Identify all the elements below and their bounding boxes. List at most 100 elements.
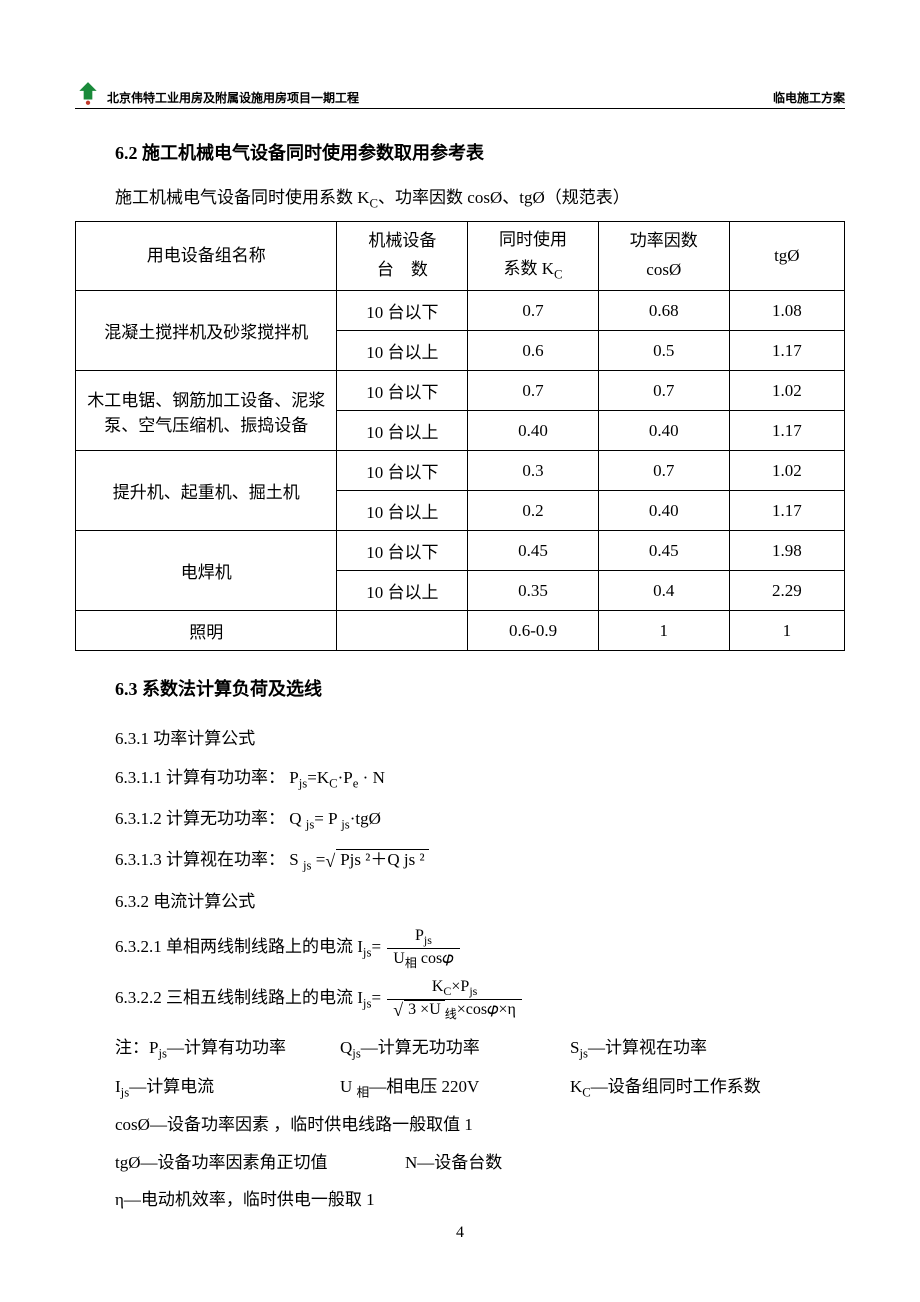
table-row: 木工电锯、钢筋加工设备、泥浆泵、空气压缩机、振捣设备 10 台以下 0.7 0.… xyxy=(76,371,845,411)
t: —计算有功功率 xyxy=(167,1038,286,1057)
t: Q xyxy=(340,1038,352,1057)
note-row: tgØ—设备功率因素角正切值 N—设备台数 xyxy=(115,1144,845,1181)
cell: 0.7 xyxy=(598,371,729,411)
t: tgØ—设备功率因素角正切值 xyxy=(115,1144,405,1181)
cell: 1 xyxy=(598,611,729,651)
cell-name: 提升机、起重机、掘土机 xyxy=(76,451,337,531)
note-row: 注：Pjs—计算有功功率 Qjs—计算无功功率 Sjs—计算视在功率 xyxy=(115,1029,845,1067)
caption-text-b: 、功率因数 cosØ、tgØ（规范表） xyxy=(378,188,630,207)
cell: 10 台以上 xyxy=(337,411,468,451)
t: —计算视在功率 xyxy=(588,1038,707,1057)
cell: 0.40 xyxy=(468,411,599,451)
cell: 0.5 xyxy=(598,331,729,371)
cell: 0.35 xyxy=(468,571,599,611)
cell: 0.7 xyxy=(468,291,599,331)
t: = P xyxy=(314,809,341,828)
t: 6.3.1.2 计算无功功率： Q xyxy=(115,809,306,828)
cell-name: 木工电锯、钢筋加工设备、泥浆泵、空气压缩机、振捣设备 xyxy=(76,371,337,451)
caption-text-a: 施工机械电气设备同时使用系数 K xyxy=(115,188,370,207)
t: 注：P xyxy=(115,1038,158,1057)
t: —相电压 220V xyxy=(369,1077,479,1096)
notes-block: 注：Pjs—计算有功功率 Qjs—计算无功功率 Sjs—计算视在功率 Ijs—计… xyxy=(115,1029,845,1218)
line-6-3-1: 6.3.1 功率计算公式 xyxy=(115,719,845,758)
t: cos𝜑 xyxy=(417,950,454,967)
cell-name-l2: 泵、空气压缩机、振捣设备 xyxy=(104,416,308,435)
note-row: η—电动机效率，临时供电一般取 1 xyxy=(115,1181,845,1218)
t: js xyxy=(352,1047,361,1061)
page-number: 4 xyxy=(0,1224,920,1242)
cell: 10 台以下 xyxy=(337,291,468,331)
t: N—设备台数 xyxy=(405,1144,502,1181)
cell: 0.6-0.9 xyxy=(468,611,599,651)
cell-name: 电焊机 xyxy=(76,531,337,611)
cell: 10 台以下 xyxy=(337,371,468,411)
t: ×cos𝜑×η xyxy=(457,1001,516,1018)
t: = xyxy=(371,988,381,1007)
cell: 2.29 xyxy=(729,571,844,611)
t: =K xyxy=(307,768,329,787)
page-header: 北京伟特工业用房及附属设施用房项目一期工程 临电施工方案 xyxy=(75,80,845,109)
th-kc-sub: C xyxy=(554,268,563,282)
cell: 1.02 xyxy=(729,371,844,411)
cell: 0.2 xyxy=(468,491,599,531)
t: ×P xyxy=(451,978,469,995)
cell: 10 台以下 xyxy=(337,531,468,571)
cell: 1.17 xyxy=(729,331,844,371)
t: —设备组同时工作系数 xyxy=(591,1077,761,1096)
t: Pjs ²＋Q js ² xyxy=(336,849,428,869)
cell: 0.6 xyxy=(468,331,599,371)
formula-block: 6.3.1 功率计算公式 6.3.1.1 计算有功功率： Pjs=KC·Pe ·… xyxy=(115,719,845,1023)
cell: 0.3 xyxy=(468,451,599,491)
t: —计算电流 xyxy=(129,1077,214,1096)
th-tg: tgØ xyxy=(729,222,844,291)
t: U xyxy=(340,1077,357,1096)
fraction: Pjs U相 cos𝜑 xyxy=(387,927,459,971)
line-6-3-2: 6.3.2 电流计算公式 xyxy=(115,882,845,921)
table-caption: 施工机械电气设备同时使用系数 KC、功率因数 cosØ、tgØ（规范表） xyxy=(115,183,845,211)
table-row: 照明 0.6-0.9 1 1 xyxy=(76,611,845,651)
table-header-row: 用电设备组名称 机械设备台 数 同时使用系数 KC 功率因数cosØ tgØ xyxy=(76,222,845,291)
parameter-table: 用电设备组名称 机械设备台 数 同时使用系数 KC 功率因数cosØ tgØ 混… xyxy=(75,221,845,651)
th-kc-l1: 同时使用 xyxy=(499,230,567,249)
cell: 0.68 xyxy=(598,291,729,331)
t: js xyxy=(424,933,432,947)
t: js xyxy=(121,1085,130,1099)
cell: 1.17 xyxy=(729,411,844,451)
t: 6.3.1.1 计算有功功率： P xyxy=(115,768,299,787)
t: 6.3.2.2 三相五线制线路上的电流 I xyxy=(115,988,363,1007)
cell: 0.4 xyxy=(598,571,729,611)
section-6-2-title: 6.2 施工机械电气设备同时使用参数取用参考表 xyxy=(115,139,845,165)
cell-name: 照明 xyxy=(76,611,337,651)
th-kc: 同时使用系数 KC xyxy=(468,222,599,291)
section-6-3-title: 6.3 系数法计算负荷及选线 xyxy=(115,675,845,701)
t: 相 xyxy=(405,956,417,970)
th-count: 机械设备台 数 xyxy=(337,222,468,291)
table-row: 提升机、起重机、掘土机 10 台以下 0.3 0.7 1.02 xyxy=(76,451,845,491)
sqrt-icon: √ xyxy=(325,851,335,871)
t: C xyxy=(582,1085,591,1099)
t: ·P xyxy=(338,768,353,787)
line-6-3-1-2: 6.3.1.2 计算无功功率： Q js= P js·tgØ xyxy=(115,799,845,840)
t: K xyxy=(570,1077,582,1096)
t: = xyxy=(371,937,381,956)
th-kc-l2: 系数 K xyxy=(504,259,555,278)
header-right-text: 临电施工方案 xyxy=(773,89,845,106)
t: —计算无功功率 xyxy=(361,1038,480,1057)
cell: 1.98 xyxy=(729,531,844,571)
t: 线 xyxy=(445,1007,457,1021)
note-row: Ijs—计算电流 U 相—相电压 220V KC—设备组同时工作系数 xyxy=(115,1068,845,1106)
t: js xyxy=(158,1047,167,1061)
t: 6.3.1.3 计算视在功率： S xyxy=(115,850,303,869)
cell: 0.40 xyxy=(598,411,729,451)
th-tg-text: tgØ xyxy=(736,242,838,271)
t: js xyxy=(579,1047,588,1061)
th-name-text: 用电设备组名称 xyxy=(82,242,330,271)
cell: 1 xyxy=(729,611,844,651)
t: P xyxy=(415,927,424,944)
sqrt-icon: √ xyxy=(393,1000,403,1020)
line-6-3-2-1: 6.3.2.1 单相两线制线路上的电流 Ijs= Pjs U相 cos𝜑 xyxy=(115,921,845,972)
fraction: KC×Pjs √3 ×U线×cos𝜑×η xyxy=(387,978,522,1022)
t: 相 xyxy=(357,1085,370,1099)
cell: 1.08 xyxy=(729,291,844,331)
line-6-3-1-1: 6.3.1.1 计算有功功率： Pjs=KC·Pe · N xyxy=(115,758,845,799)
